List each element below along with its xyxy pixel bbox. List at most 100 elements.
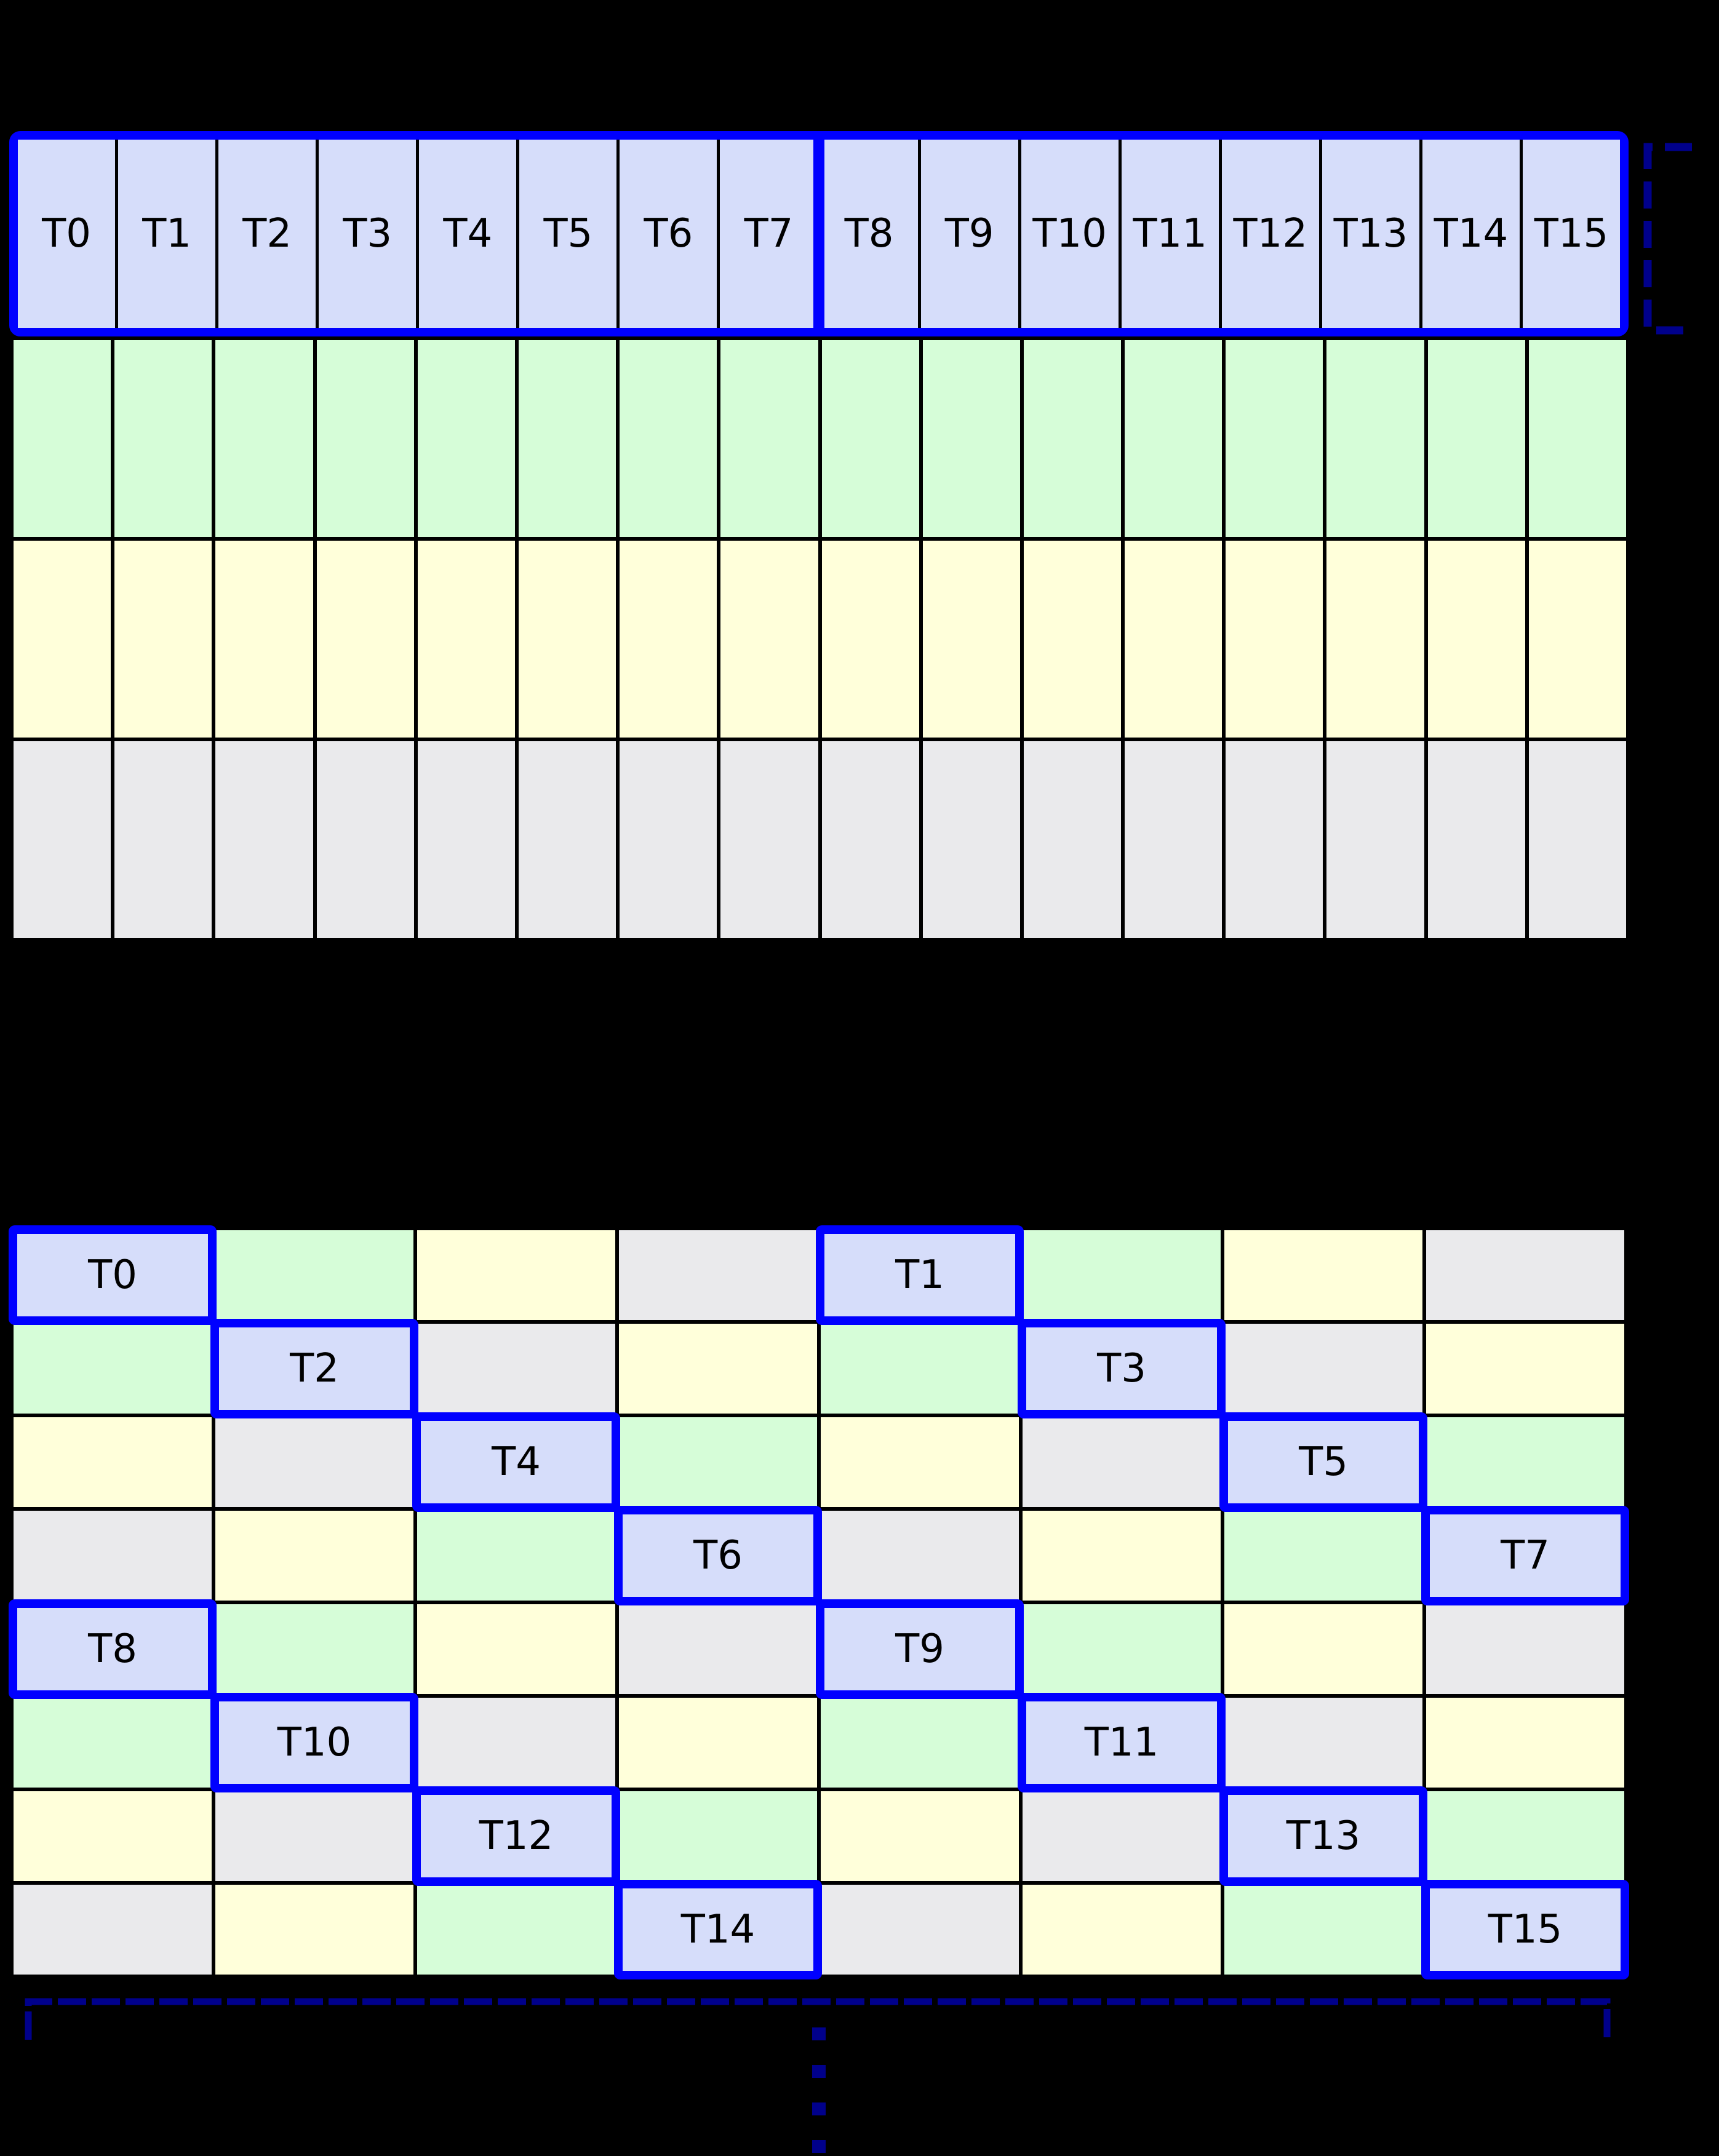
thread-cell-t6: T6 — [620, 140, 717, 328]
thread-cell-t9: T9 — [920, 140, 1018, 328]
memory-cell — [619, 1417, 817, 1507]
thread-cell-t7: T7 — [720, 140, 818, 328]
thread-cell-t12: T12 — [412, 1786, 620, 1886]
memory-cell — [1427, 340, 1525, 537]
memory-cell — [720, 340, 818, 537]
memory-cell — [316, 340, 414, 537]
thread-cell-t13: T13 — [1219, 1786, 1427, 1886]
memory-cell — [417, 1604, 615, 1694]
memory-cell — [1023, 1885, 1221, 1975]
memory-cell — [518, 741, 616, 938]
memory-cell — [215, 1511, 413, 1601]
memory-cell — [620, 741, 717, 938]
memory-cell — [316, 541, 414, 738]
memory-cell — [1326, 340, 1424, 537]
thread-cell-t0: T0 — [18, 140, 116, 328]
memory-cell — [1427, 741, 1525, 938]
thread-cell-t4: T4 — [412, 1412, 620, 1512]
memory-cell — [417, 1698, 615, 1788]
memory-cell — [821, 741, 919, 938]
memory-row-green — [14, 340, 1626, 537]
memory-cell — [620, 541, 717, 738]
memory-cell — [821, 340, 919, 537]
thread-cell-t5: T5 — [519, 140, 617, 328]
memory-cell — [417, 1885, 615, 1975]
thread-cell-t9: T9 — [816, 1599, 1024, 1699]
thread-cell-t7: T7 — [1421, 1506, 1629, 1605]
thread-cell-t4: T4 — [419, 140, 517, 328]
thread-cell-t1: T1 — [816, 1225, 1024, 1325]
memory-cell — [1023, 541, 1122, 738]
memory-cell — [1023, 741, 1122, 938]
memory-cell — [619, 1324, 817, 1414]
memory-cell — [417, 1324, 615, 1414]
memory-cell — [14, 541, 111, 738]
memory-cell — [114, 541, 212, 738]
memory-cell — [1023, 340, 1122, 537]
memory-cell — [417, 541, 515, 738]
memory-cell — [1426, 1230, 1624, 1320]
memory-cell — [1426, 1417, 1624, 1507]
memory-cell — [1224, 1604, 1422, 1694]
memory-cell — [1326, 741, 1424, 938]
memory-cell — [922, 741, 1020, 938]
memory-cell — [1023, 1417, 1221, 1507]
memory-cell — [215, 340, 313, 537]
memory-cell — [619, 1698, 817, 1788]
thread-cell-t2: T2 — [218, 140, 316, 328]
memory-cell — [14, 340, 111, 537]
memory-cell — [821, 1417, 1019, 1507]
thread-cell-t13: T13 — [1322, 140, 1419, 328]
memory-cell — [619, 1604, 817, 1694]
memory-row-gray — [14, 741, 1626, 938]
memory-cell — [1426, 1604, 1624, 1694]
memory-cell — [619, 1230, 817, 1320]
memory-cell — [14, 1511, 212, 1601]
memory-cell — [1023, 1791, 1221, 1881]
memory-cell — [1226, 741, 1323, 938]
memory-cell — [720, 741, 818, 938]
memory-cell — [1224, 1698, 1422, 1788]
memory-cell — [620, 340, 717, 537]
memory-row-yellow — [14, 541, 1626, 738]
memory-cell — [922, 541, 1020, 738]
memory-cell — [1426, 1698, 1624, 1788]
memory-cell — [14, 1791, 212, 1881]
memory-cell — [1528, 340, 1626, 537]
memory-cell — [821, 541, 919, 738]
memory-cell — [417, 1511, 615, 1601]
memory-cell — [1125, 340, 1222, 537]
thread-cell-t11: T11 — [1018, 1693, 1226, 1792]
memory-cell — [821, 1324, 1019, 1414]
thread-cell-t3: T3 — [1018, 1319, 1226, 1418]
thread-cell-t1: T1 — [118, 140, 216, 328]
memory-cell — [215, 1230, 413, 1320]
memory-cell — [1226, 340, 1323, 537]
memory-cell — [1224, 1511, 1422, 1601]
thread-cell-t8: T8 — [9, 1599, 217, 1699]
thread-cell-t14: T14 — [614, 1880, 822, 1979]
memory-cell — [1528, 541, 1626, 738]
thread-cell-t0: T0 — [9, 1225, 217, 1325]
memory-cell — [1426, 1324, 1624, 1414]
memory-cell — [1224, 1324, 1422, 1414]
memory-cell — [1125, 741, 1222, 938]
memory-cell — [1023, 1230, 1221, 1320]
memory-cell — [1224, 1230, 1422, 1320]
memory-cell — [417, 1230, 615, 1320]
memory-cell — [821, 1885, 1019, 1975]
thread-cell-t3: T3 — [319, 140, 417, 328]
memory-cell — [1224, 1885, 1422, 1975]
memory-cell — [417, 741, 515, 938]
memory-cell — [821, 1511, 1019, 1601]
memory-cell — [1125, 541, 1222, 738]
memory-cell — [821, 1791, 1019, 1881]
memory-cell — [215, 541, 313, 738]
memory-cell — [215, 1604, 413, 1694]
memory-cell — [215, 1791, 413, 1881]
thread-cell-t11: T11 — [1121, 140, 1219, 328]
memory-cell — [417, 340, 515, 537]
memory-cell — [14, 1324, 212, 1414]
